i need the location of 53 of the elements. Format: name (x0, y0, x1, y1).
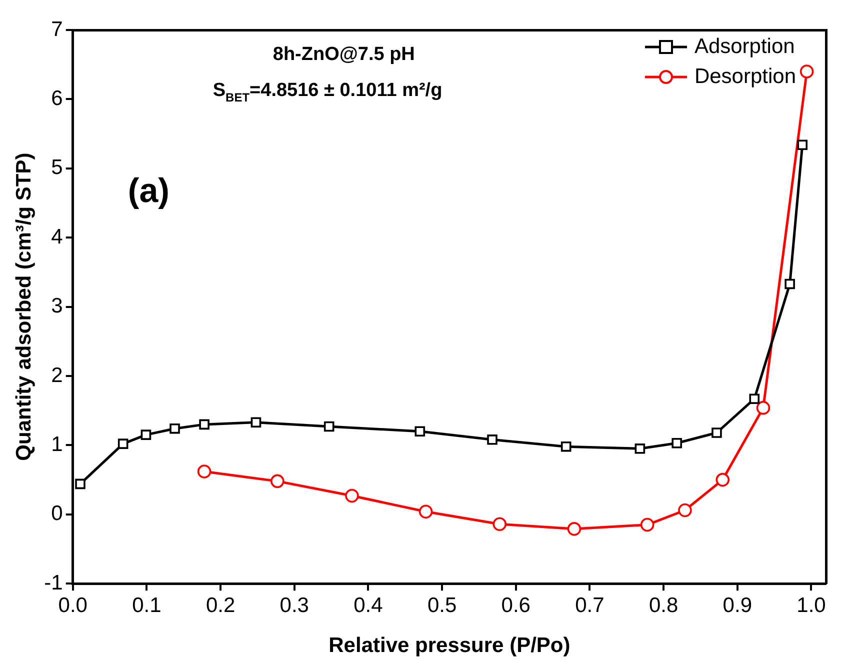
point (672, 438, 682, 448)
point (118, 438, 128, 449)
point (250, 417, 262, 428)
point (784, 278, 795, 290)
point (418, 504, 433, 519)
x-tick-label: 0.1 (132, 594, 162, 617)
point (634, 444, 646, 454)
point (75, 478, 86, 490)
point (756, 400, 770, 415)
y-tick-label: 1 (51, 432, 63, 456)
x-tick-label: 0.7 (575, 594, 604, 617)
legend-label: Desorption (694, 64, 796, 90)
point (567, 522, 582, 536)
point (140, 430, 152, 440)
x-tick-label: 0.5 (427, 594, 457, 617)
point (270, 474, 284, 488)
point (487, 434, 498, 445)
x-tick-label: 0.0 (58, 594, 88, 617)
point (797, 140, 808, 150)
y-axis-title: Quantity adsorbed (cm³/g STP) (12, 152, 36, 461)
legend-label: Adsorption (694, 34, 795, 60)
point (678, 503, 692, 518)
y-tick-label: 3 (51, 294, 63, 318)
y-tick-label: -1 (44, 571, 63, 594)
y-tick-label: 0 (51, 502, 63, 526)
y-tick-label: 4 (51, 225, 64, 248)
point (492, 517, 507, 531)
annotation: 8h-ZnO@7.5 pH (272, 44, 415, 65)
x-axis-title: Relative pressure (P/Po) (328, 634, 570, 658)
point (414, 426, 426, 437)
point (560, 441, 572, 452)
point (199, 419, 210, 430)
x-tick-label: 1.0 (796, 594, 826, 617)
x-tick-label: 0.8 (648, 594, 678, 617)
y-tick-label: 2 (51, 364, 63, 387)
point (170, 423, 180, 434)
point (749, 394, 760, 404)
y-tick-label: 6 (51, 86, 63, 110)
point (712, 428, 722, 438)
x-tick-label: 0.6 (501, 594, 530, 617)
y-tick-label: 5 (51, 156, 63, 180)
point (345, 488, 359, 503)
x-tick-label: 0.2 (206, 594, 236, 617)
point (800, 64, 814, 78)
annotation: (a) (128, 172, 170, 210)
x-tick-label: 0.9 (722, 594, 752, 617)
point (197, 464, 212, 478)
y-tick-label: 7 (51, 18, 63, 41)
point (324, 421, 334, 432)
point (640, 518, 654, 532)
x-tick-label: 0.4 (354, 594, 384, 617)
x-tick-label: 0.3 (280, 594, 309, 617)
point (716, 472, 730, 487)
